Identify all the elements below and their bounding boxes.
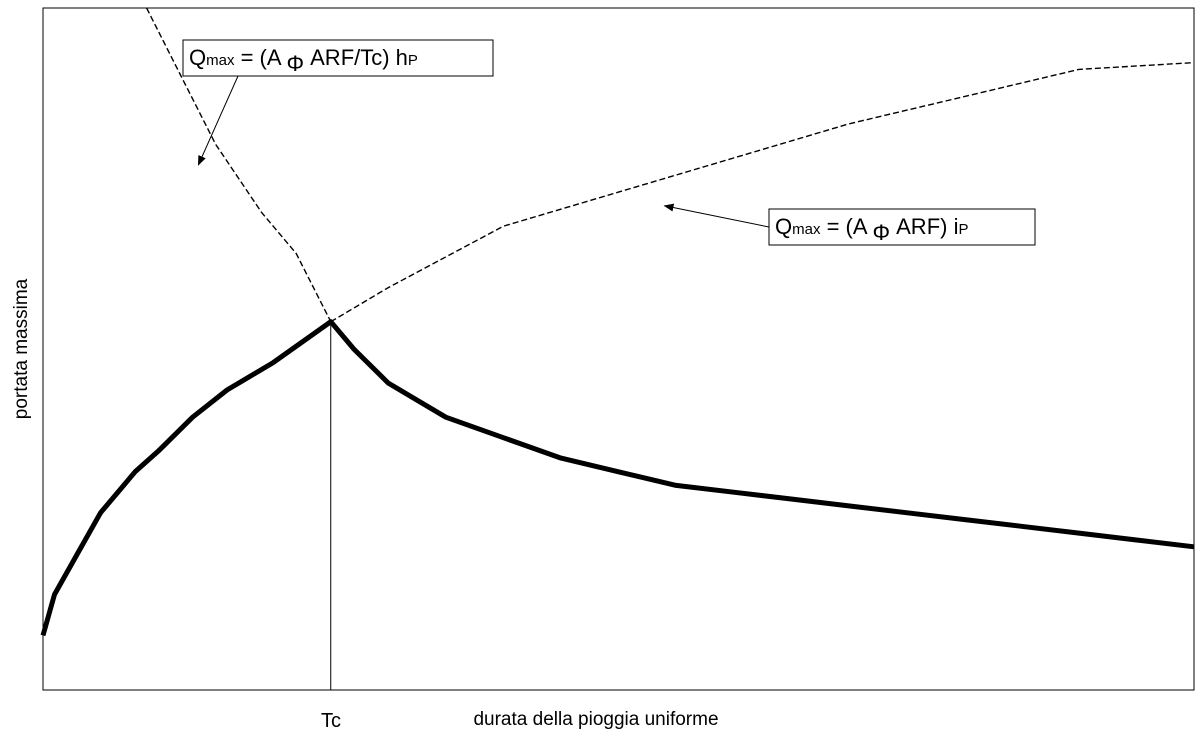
x-tick-label-tc: Tc (321, 710, 341, 732)
x-axis-label: durata della pioggia uniforme (473, 709, 718, 730)
annotation-text-2: Qmax = (A Φ ARF) iP (775, 214, 968, 245)
annotation-2: Qmax = (A Φ ARF) iP (663, 203, 1036, 246)
annotation-layer: Qmax = (A Φ ARF/Tc) hP Qmax = (A Φ ARF) i… (182, 39, 1036, 246)
annotation-arrow-2 (663, 203, 770, 228)
series-line-2 (330, 61, 1195, 323)
plot-area-frame (42, 7, 1195, 691)
annotation-box-2 (768, 208, 1036, 246)
series-line-3 (40, 319, 1195, 637)
y-axis-label: portata massima (11, 278, 32, 419)
annotation-1: Qmax = (A Φ ARF/Tc) hP (182, 39, 494, 166)
annotation-arrow-1 (197, 75, 239, 166)
series-line-1 (145, 7, 332, 323)
annotation-box-1 (182, 39, 494, 77)
annotation-text-1: Qmax = (A Φ ARF/Tc) hP (189, 45, 418, 76)
series-layer (40, 7, 1195, 637)
